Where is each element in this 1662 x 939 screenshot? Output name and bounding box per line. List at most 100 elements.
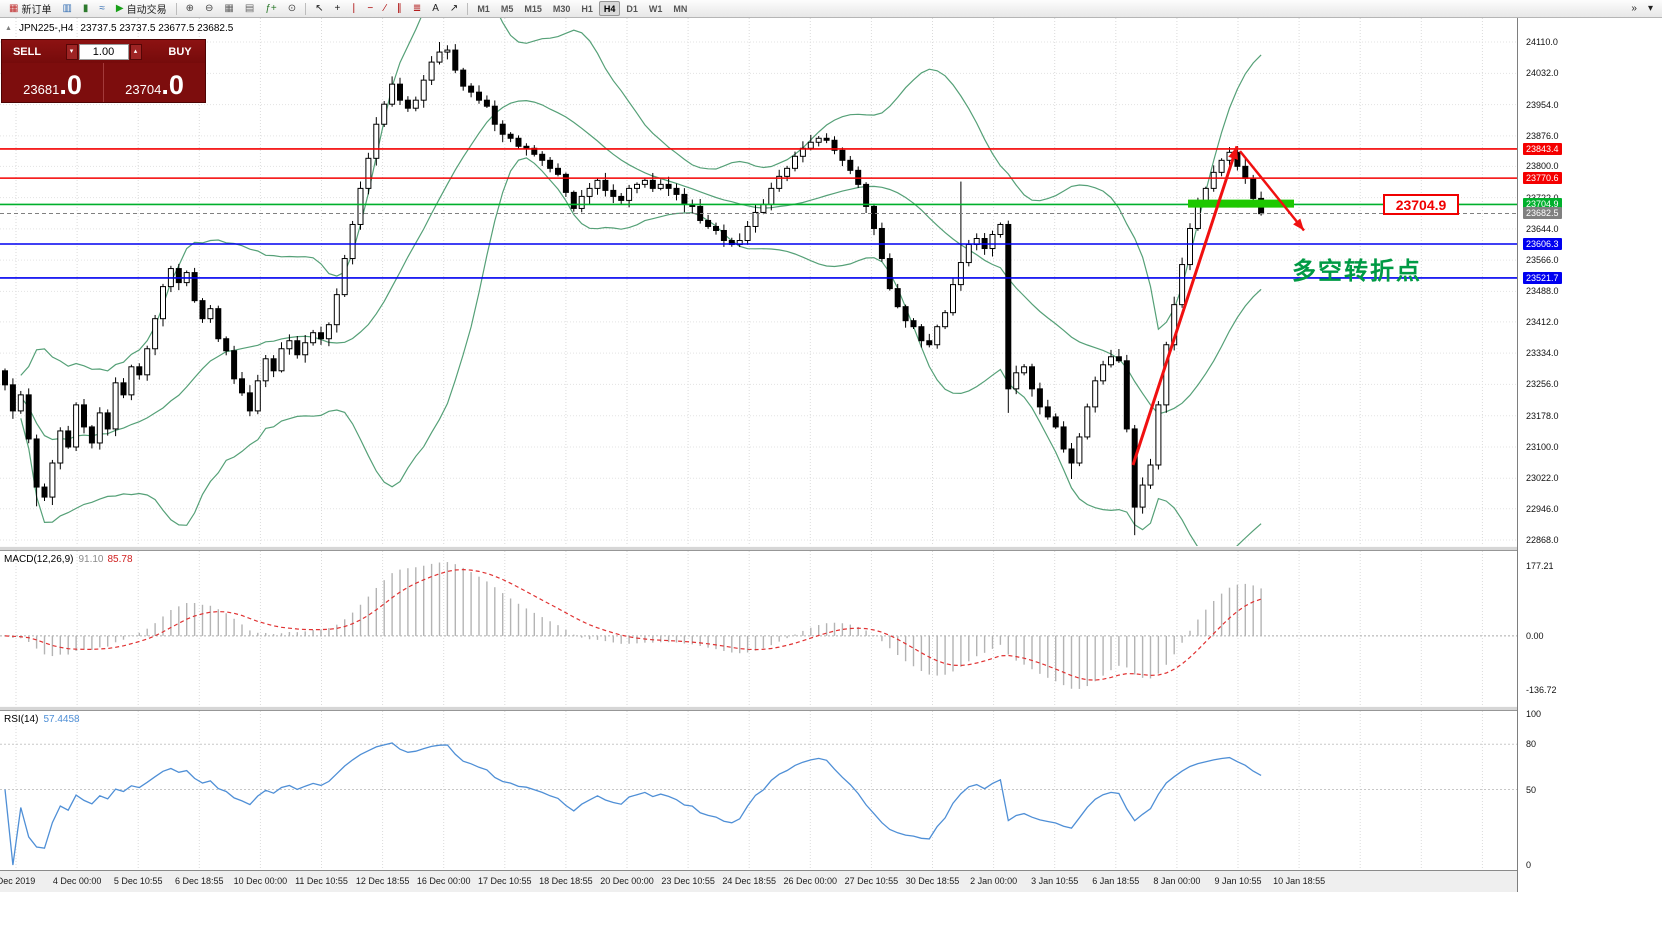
main-chart-panel[interactable]: ▲ JPN225-,H4 23737.5 23737.5 23677.5 236… xyxy=(0,18,1517,546)
price-level-tag: 23682.5 xyxy=(1523,207,1562,219)
time-axis-label: 16 Dec 00:00 xyxy=(416,876,471,886)
chart-line-icon-button[interactable]: ≈ xyxy=(94,1,110,17)
rally-up-arrow[interactable] xyxy=(1131,145,1239,466)
trade-widget-divider xyxy=(103,63,104,102)
chart-bar-icon-icon: ▥ xyxy=(62,2,72,14)
price-axis-label: 23412.0 xyxy=(1526,317,1559,327)
buy-price[interactable]: 23704.0 xyxy=(104,63,205,102)
zoom-in-button[interactable]: ⊕ xyxy=(181,1,199,17)
crosshair-icon: + xyxy=(334,2,341,14)
time-axis-label: 6 Jan 18:55 xyxy=(1092,876,1140,886)
timeframe-m1-button[interactable]: M1 xyxy=(472,1,495,16)
vertical-line-button[interactable]: ∣ xyxy=(346,1,361,17)
price-axis-label: 23566.0 xyxy=(1526,255,1559,265)
price-level-tag: 23843.4 xyxy=(1523,143,1562,155)
trendline-icon: ∕ xyxy=(384,2,386,14)
time-axis-label: 3 Jan 10:55 xyxy=(1031,876,1079,886)
autotrading-button[interactable]: ▶ 自动交易 xyxy=(111,1,172,17)
templates-button[interactable]: ▤ xyxy=(240,1,259,17)
zoom-out-button[interactable]: ⊖ xyxy=(200,1,218,17)
price-axis-label: 24032.0 xyxy=(1526,68,1559,78)
macd-grid-layer xyxy=(15,551,1483,706)
price-axis-label: 23100.0 xyxy=(1526,442,1559,452)
volume-input[interactable] xyxy=(78,43,129,60)
time-axis-label: 11 Dec 10:55 xyxy=(295,876,348,886)
channel-button[interactable]: ∥ xyxy=(392,1,407,17)
time-axis-label: 4 Dec 00:00 xyxy=(52,876,102,886)
crosshair-button[interactable]: + xyxy=(330,1,346,17)
timeframe-h4-button[interactable]: H4 xyxy=(598,1,621,16)
sell-button[interactable]: SELL xyxy=(2,46,52,58)
trendline-button[interactable]: ∕ xyxy=(379,1,391,17)
macd-panel[interactable]: MACD(12,26,9) 91.10 85.78 xyxy=(0,551,1517,706)
panel-separator[interactable] xyxy=(0,546,1517,551)
time-axis[interactable]: Dec 2019 4 Dec 00:00 5 Dec 10:55 6 Dec 18:5… xyxy=(0,870,1517,892)
macd-histogram xyxy=(12,562,1262,689)
buy-button[interactable]: BUY xyxy=(155,46,205,58)
text-button[interactable]: A xyxy=(427,1,444,17)
turning-point-note[interactable]: 多空转折点 xyxy=(1292,258,1422,285)
buy-price-big: .0 xyxy=(161,70,184,100)
chart-workspace: ▲ JPN225-,H4 23737.5 23737.5 23677.5 236… xyxy=(0,18,1662,892)
arrows-button[interactable]: ↗ xyxy=(445,1,463,17)
macd-axis-label: -136.72 xyxy=(1526,685,1557,695)
timeframe-m15-button[interactable]: M15 xyxy=(519,1,547,16)
timeframe-d1-button[interactable]: D1 xyxy=(621,1,643,16)
autotrading-icon: ▶ xyxy=(115,2,124,14)
price-axis-label: 23178.0 xyxy=(1526,411,1559,421)
price-axis-label: 24110.0 xyxy=(1526,37,1558,47)
toolbar-overflow-button[interactable]: » xyxy=(1626,1,1642,17)
volume-decrease-button[interactable]: ▾ xyxy=(65,43,78,60)
macd-svg xyxy=(0,551,1517,706)
rsi-grid-layer xyxy=(15,711,1483,870)
buy-price-main: 23704 xyxy=(125,82,162,97)
macd-axis-label: 0.00 xyxy=(1526,631,1544,641)
symbol-period: JPN225-,H4 xyxy=(18,23,74,34)
indicators-button[interactable]: ƒ+ xyxy=(260,1,281,17)
panel-separator[interactable] xyxy=(0,706,1517,711)
timeframe-m5-button[interactable]: M5 xyxy=(496,1,519,16)
toolbar-menu-button[interactable]: ▾ xyxy=(1643,1,1658,17)
toolbar-separator xyxy=(305,2,307,15)
rsi-svg xyxy=(0,711,1517,870)
time-axis-label: 23 Dec 10:55 xyxy=(661,876,715,886)
price-callout[interactable]: 23704.9 xyxy=(1383,194,1459,215)
new-order-button[interactable]: ▦ 新订单 xyxy=(4,1,56,17)
time-axis-label: 20 Dec 00:00 xyxy=(600,876,654,886)
time-axis-label: 27 Dec 10:55 xyxy=(844,876,899,886)
pullback-down-arrow[interactable] xyxy=(1239,150,1305,232)
macd-label: MACD(12,26,9) 91.10 85.78 xyxy=(4,554,133,565)
timeframe-h1-button[interactable]: H1 xyxy=(576,1,598,16)
periods-button[interactable]: ⊙ xyxy=(283,1,301,17)
price-level-tag: 23521.7 xyxy=(1523,272,1562,284)
cursor-button[interactable]: ↖ xyxy=(310,1,328,17)
horizontal-levels-layer[interactable] xyxy=(0,148,1517,279)
zoom-in-icon: ⊕ xyxy=(185,2,195,14)
time-axis-label: 17 Dec 10:55 xyxy=(478,876,532,886)
fibonacci-button[interactable]: ≣ xyxy=(408,1,426,17)
symbol-icon: ▲ xyxy=(5,25,12,32)
time-axis-label: 10 Dec 00:00 xyxy=(233,876,288,886)
timeframe-m30-button[interactable]: M30 xyxy=(548,1,576,16)
volume-increase-button[interactable]: ▴ xyxy=(129,43,142,60)
rsi-panel[interactable]: RSI(14) 57.4458 xyxy=(0,711,1517,870)
chart-candle-icon-button[interactable]: ▮ xyxy=(78,1,94,17)
time-axis-label: 30 Dec 18:55 xyxy=(905,876,960,886)
symbol-ohlc-line: ▲ JPN225-,H4 23737.5 23737.5 23677.5 236… xyxy=(5,23,233,34)
sell-price[interactable]: 23681.0 xyxy=(2,63,103,102)
time-axis-label: 8 Jan 00:00 xyxy=(1153,876,1201,886)
tile-windows-button[interactable]: ▦ xyxy=(219,1,238,17)
horizontal-line-button[interactable]: − xyxy=(362,1,378,17)
support-highlight-bar[interactable] xyxy=(1188,199,1294,208)
autotrading-button-label: 自动交易 xyxy=(126,5,167,16)
new-order-icon: ▦ xyxy=(9,2,19,14)
timeframe-mn-button[interactable]: MN xyxy=(668,1,692,16)
price-level-tag: 23770.6 xyxy=(1523,172,1562,184)
time-axis-label: 5 Dec 10:55 xyxy=(113,876,163,886)
bollinger-lower xyxy=(20,157,1262,546)
price-axis-label: 22946.0 xyxy=(1526,504,1559,514)
timeframe-w1-button[interactable]: W1 xyxy=(644,1,668,16)
price-axis[interactable]: 24110.024032.023954.023876.023800.023722… xyxy=(1518,18,1661,892)
time-axis-label: 9 Jan 10:55 xyxy=(1214,876,1262,886)
chart-bar-icon-button[interactable]: ▥ xyxy=(57,1,76,17)
